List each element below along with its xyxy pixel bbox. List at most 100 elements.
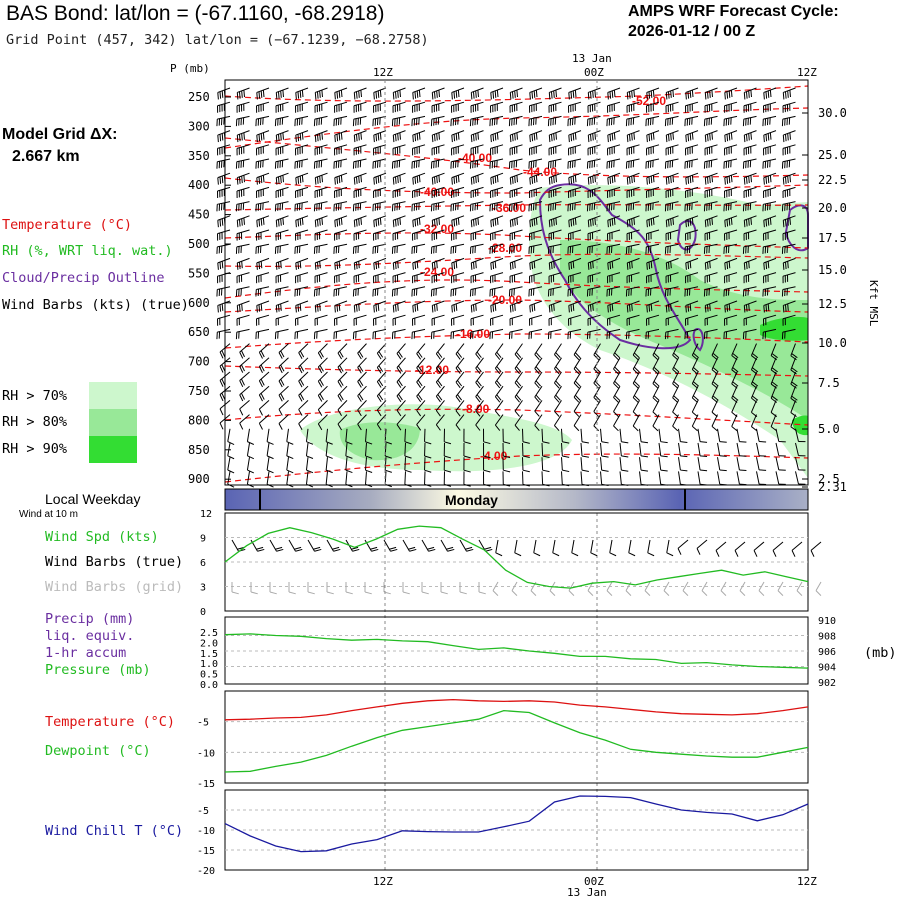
wind-barb-flag xyxy=(752,367,759,373)
wind-barb-flag xyxy=(418,132,421,140)
wind-barb-flag xyxy=(475,90,477,98)
wind-barb-flag xyxy=(353,220,356,228)
wind-barb-flag xyxy=(514,90,516,98)
wind-barb-flag xyxy=(771,353,778,359)
wind-barb-flag xyxy=(728,218,731,226)
wind-barb-flag xyxy=(275,305,278,313)
wind-barb-flag xyxy=(337,409,343,417)
wind-barb-flag xyxy=(463,441,471,445)
wind-barb-flag xyxy=(607,135,609,143)
wind-barb-flag xyxy=(455,261,458,269)
wind-barb-flag xyxy=(376,352,382,360)
time-gridlines xyxy=(384,80,598,870)
windchill-tick-label: -10 xyxy=(197,826,215,837)
wind-barb-flag xyxy=(258,176,261,184)
wind-barb-flag xyxy=(632,411,639,417)
wind-barb-flag xyxy=(295,92,297,100)
isotherm-line xyxy=(224,107,809,149)
isotherm-line xyxy=(224,137,809,178)
wind-barb-flag xyxy=(266,455,274,460)
wind-barb-flag xyxy=(325,469,333,474)
wind-barb-flag xyxy=(685,177,687,185)
wind-barb-flag xyxy=(258,408,263,416)
height-tick-label: 15.0 xyxy=(818,263,847,277)
wind-barb-flag xyxy=(280,90,282,98)
pressure-tick-label: 750 xyxy=(188,384,210,398)
surface-barb-flag xyxy=(810,550,815,557)
wind-barb-flag xyxy=(444,455,452,459)
wind-barb-flag xyxy=(709,218,711,226)
wind-barb xyxy=(286,428,289,442)
wind-barb-flag xyxy=(765,91,768,99)
pressure-tick-label: 904 xyxy=(818,663,836,674)
wind-barb xyxy=(365,442,367,457)
grid-barb-flag xyxy=(587,590,594,596)
temperature-tick-label: -10 xyxy=(197,748,215,759)
wind-barb-flag xyxy=(609,219,612,227)
wind-barb-flag xyxy=(631,176,633,184)
wind-barb-flag xyxy=(511,262,514,270)
wind-barb-flag xyxy=(385,441,392,445)
surface-barb-flag xyxy=(485,548,493,552)
wind-barb-flag xyxy=(260,218,263,226)
wind-barb-flag xyxy=(394,304,397,312)
wind-barb-flag xyxy=(238,134,241,142)
grid-barb xyxy=(625,581,632,591)
accum-label: 1-hr accum xyxy=(45,645,127,661)
wind-barb-flag xyxy=(358,365,364,372)
wind-barb xyxy=(534,400,543,412)
wind-barb-flag xyxy=(433,219,436,227)
wind-barb-flag xyxy=(672,175,674,183)
grid-barb-flag xyxy=(307,591,315,595)
temperature-tick-label: -15 xyxy=(197,779,215,790)
wind-barb-flag xyxy=(704,262,707,270)
wind-barb-flag xyxy=(378,379,384,387)
wind-barb-flag xyxy=(782,177,785,185)
wind-barb-flag xyxy=(241,218,243,226)
wind-barb-flag xyxy=(280,364,285,372)
wind-barb-flag xyxy=(613,354,619,361)
wind-barb-flag xyxy=(568,220,570,228)
wind-barb-flag xyxy=(260,393,265,400)
wind-barb-flag xyxy=(700,469,708,472)
wind-barb xyxy=(731,414,738,427)
wind-barb-flag xyxy=(767,90,770,98)
wind-barb-flag xyxy=(375,219,378,227)
wind-barb-flag xyxy=(745,304,748,312)
wind-barb-flag xyxy=(542,469,550,473)
wind-barb-flag xyxy=(765,304,768,312)
wind-barb-flag xyxy=(238,176,241,184)
wind-barb-flag xyxy=(553,261,555,269)
wind-barb-flag xyxy=(613,217,616,225)
wind-barb-flag xyxy=(457,132,460,140)
wind-barb xyxy=(246,428,250,442)
legend-rh80-swatch xyxy=(89,409,137,436)
wind-barb-flag xyxy=(763,135,765,143)
isotherm-line xyxy=(224,408,809,426)
wind-barb-flag xyxy=(745,91,748,99)
surface-barb xyxy=(772,541,784,551)
surface-barb-flag xyxy=(332,546,340,550)
wind-barb-flag xyxy=(581,455,589,458)
wind-barb-flag xyxy=(626,135,629,143)
wind-barb-flag xyxy=(375,262,378,270)
wind-barb-flag xyxy=(280,350,285,358)
surface-barb-flag xyxy=(734,550,739,557)
surface-barb-flag xyxy=(370,546,378,550)
wind-barb-flag xyxy=(548,177,551,185)
wind-barb-flag xyxy=(732,367,739,373)
grid-barb-flag xyxy=(758,590,765,596)
wind-barb-flag xyxy=(277,262,280,270)
wind-barb-flag xyxy=(667,262,670,270)
wind-barb-flag xyxy=(256,177,258,185)
wind-barb-flag xyxy=(548,220,551,228)
weekday-name: Monday xyxy=(445,492,498,508)
windchill-tick-label: -15 xyxy=(197,846,215,857)
wind-barb-flag xyxy=(648,134,651,142)
wind-barb-flag xyxy=(791,395,798,401)
wind-barb-flag xyxy=(262,90,265,98)
grid-wind-barbs xyxy=(231,581,822,596)
wind-barb xyxy=(573,400,582,412)
surface-barb xyxy=(734,541,746,551)
wind-barb-flag xyxy=(477,132,479,140)
